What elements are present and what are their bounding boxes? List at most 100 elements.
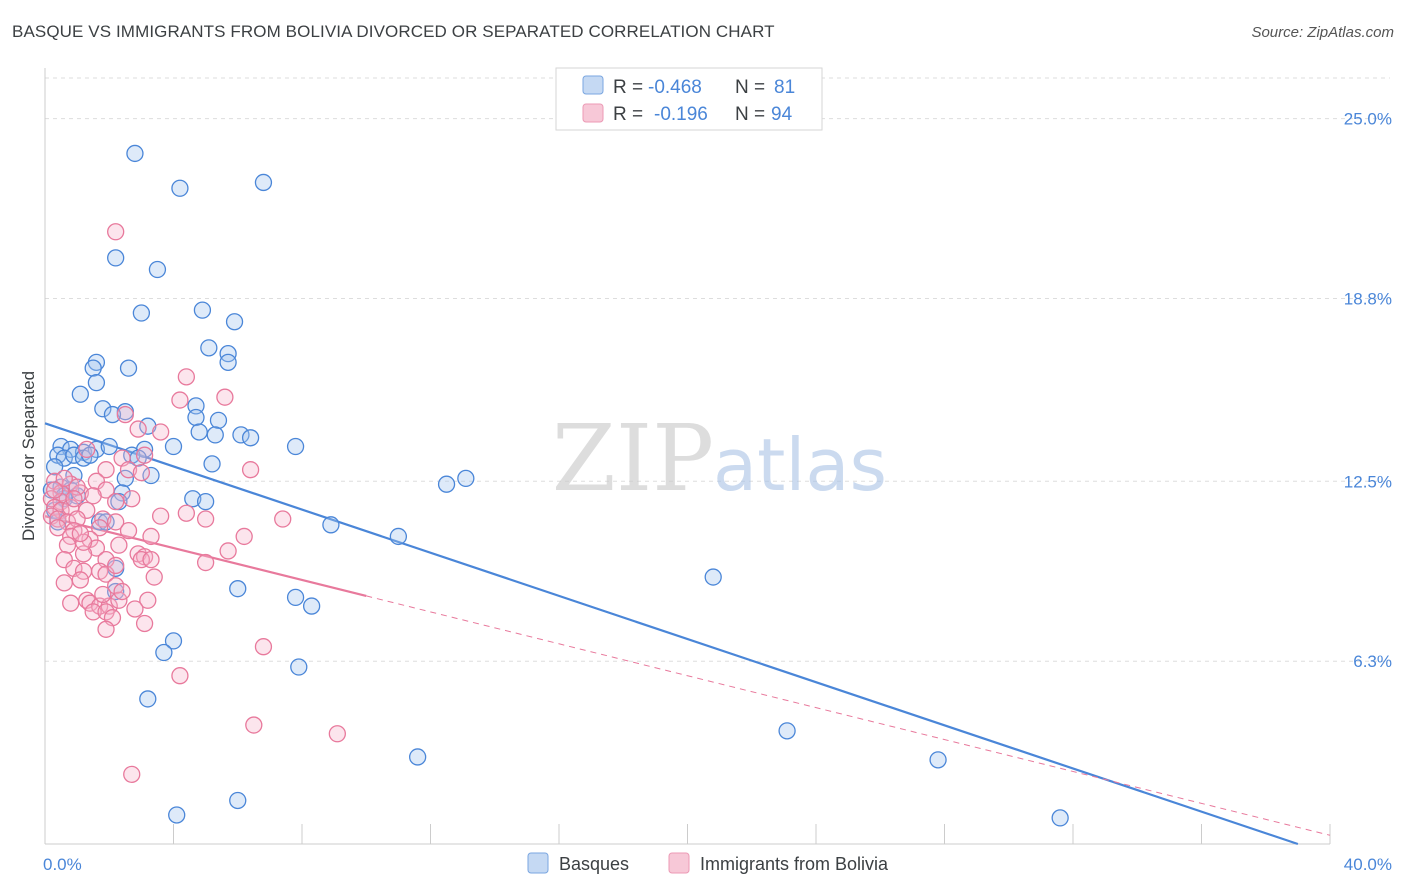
basques-point bbox=[929, 751, 947, 769]
basques-point bbox=[408, 748, 427, 766]
basques-point bbox=[200, 339, 218, 357]
bolivia-point bbox=[90, 519, 109, 537]
x-tick-labels: 0.0% 40.0% bbox=[43, 855, 1392, 874]
bolivia-point bbox=[62, 594, 80, 612]
bolivia-point bbox=[132, 463, 151, 482]
chart-title: BASQUE VS IMMIGRANTS FROM BOLIVIA DIVORC… bbox=[12, 22, 775, 41]
basques-point bbox=[190, 423, 208, 441]
bolivia-point bbox=[126, 600, 144, 618]
bolivia-point bbox=[196, 510, 215, 528]
basques-point bbox=[55, 449, 73, 467]
bolivia-point bbox=[123, 765, 141, 784]
bolivia-point bbox=[71, 571, 89, 589]
bolivia-point bbox=[139, 591, 157, 609]
legend-basques-label: Basques bbox=[559, 854, 629, 874]
bolivia-point bbox=[151, 423, 170, 441]
y-axis-label: Divorced or Separated bbox=[19, 371, 38, 541]
r-label-basques: R = bbox=[613, 77, 643, 98]
basques-point bbox=[97, 513, 115, 531]
source-label: Source: ZipAtlas.com bbox=[1251, 24, 1394, 41]
bolivia-point bbox=[97, 603, 115, 621]
n-label-basques: N = bbox=[735, 77, 765, 98]
basques-point bbox=[290, 658, 308, 676]
basques-point bbox=[71, 385, 89, 403]
y-tick-labels: 6.3% 12.5% 18.8% 25.0% bbox=[1344, 110, 1392, 672]
bolivia-point bbox=[177, 368, 196, 386]
basques-point bbox=[389, 527, 408, 546]
basques-point bbox=[148, 260, 167, 279]
bolivia-point bbox=[65, 490, 83, 508]
bolivia-swatch bbox=[582, 103, 604, 123]
bolivia-point bbox=[71, 524, 89, 543]
bolivia-point bbox=[241, 461, 260, 479]
bolivia-point bbox=[113, 582, 131, 601]
basques-point bbox=[286, 588, 305, 607]
basques-point bbox=[196, 492, 215, 511]
basques-point bbox=[94, 400, 112, 418]
bolivia-point bbox=[107, 556, 125, 575]
series-legend: Basques Immigrants from Bolivia bbox=[527, 852, 889, 874]
legend-bolivia-label: Immigrants from Bolivia bbox=[700, 854, 889, 874]
basques-point bbox=[155, 643, 173, 662]
y-tick-label: 6.3% bbox=[1353, 652, 1392, 671]
basques-point bbox=[142, 466, 160, 485]
basques-point bbox=[45, 458, 64, 476]
bolivia-point bbox=[107, 577, 125, 595]
bolivia-point bbox=[55, 469, 73, 488]
basques-point bbox=[286, 437, 305, 456]
bolivia-point bbox=[97, 461, 115, 479]
bolivia-point bbox=[94, 585, 112, 604]
bolivia-point bbox=[132, 551, 151, 569]
basques-point bbox=[203, 455, 221, 473]
basques-point bbox=[209, 411, 228, 430]
bolivia-point bbox=[107, 513, 125, 531]
bolivia-point bbox=[216, 388, 234, 406]
basques-point bbox=[229, 791, 247, 810]
bolivia-point bbox=[123, 490, 141, 508]
basques-point bbox=[229, 580, 247, 598]
bolivia-point bbox=[78, 501, 96, 519]
bolivia-point bbox=[142, 551, 160, 569]
bolivia-point bbox=[254, 638, 273, 656]
bolivia-point bbox=[87, 472, 106, 490]
basques-point bbox=[87, 440, 106, 459]
basques-point bbox=[171, 179, 189, 197]
bolivia-point bbox=[49, 510, 67, 528]
basques-point bbox=[87, 374, 106, 392]
bolivia-point bbox=[107, 223, 125, 241]
legend-bolivia-swatch bbox=[668, 852, 690, 874]
basques-swatch bbox=[582, 75, 604, 95]
bolivia-point bbox=[116, 405, 134, 424]
n-label-bolivia: N = bbox=[735, 104, 765, 125]
basques-point bbox=[704, 568, 722, 586]
bolivia-point bbox=[235, 527, 253, 546]
basques-point bbox=[219, 344, 237, 363]
basques-point bbox=[126, 144, 144, 163]
bolivia-point bbox=[219, 542, 237, 560]
watermark: ZIP atlas bbox=[552, 405, 887, 512]
bolivia-point bbox=[129, 420, 147, 438]
r-value-bolivia: -0.196 bbox=[654, 104, 708, 125]
bolivia-point bbox=[110, 536, 128, 554]
bolivia-point bbox=[84, 603, 102, 621]
basques-point bbox=[193, 301, 212, 319]
r-label-bolivia: R = bbox=[613, 104, 643, 125]
basques-point bbox=[107, 249, 125, 267]
bolivia-point bbox=[55, 574, 73, 592]
bolivia-point bbox=[151, 507, 170, 525]
bolivia-point bbox=[55, 551, 73, 569]
basques-point bbox=[1051, 809, 1069, 827]
axes bbox=[44, 68, 1331, 845]
basques-point bbox=[164, 632, 183, 650]
basques-point bbox=[168, 806, 186, 824]
bolivia-point bbox=[171, 667, 189, 685]
bolivia-point bbox=[58, 513, 77, 531]
basques-point bbox=[187, 408, 205, 427]
y-tick-label: 25.0% bbox=[1344, 110, 1392, 129]
bolivia-point bbox=[97, 565, 115, 583]
bolivia-point bbox=[171, 391, 189, 409]
y-tick-label: 12.5% bbox=[1344, 472, 1392, 491]
x-tick-label-max: 40.0% bbox=[1344, 855, 1392, 874]
y-tick-label: 18.8% bbox=[1344, 290, 1392, 309]
